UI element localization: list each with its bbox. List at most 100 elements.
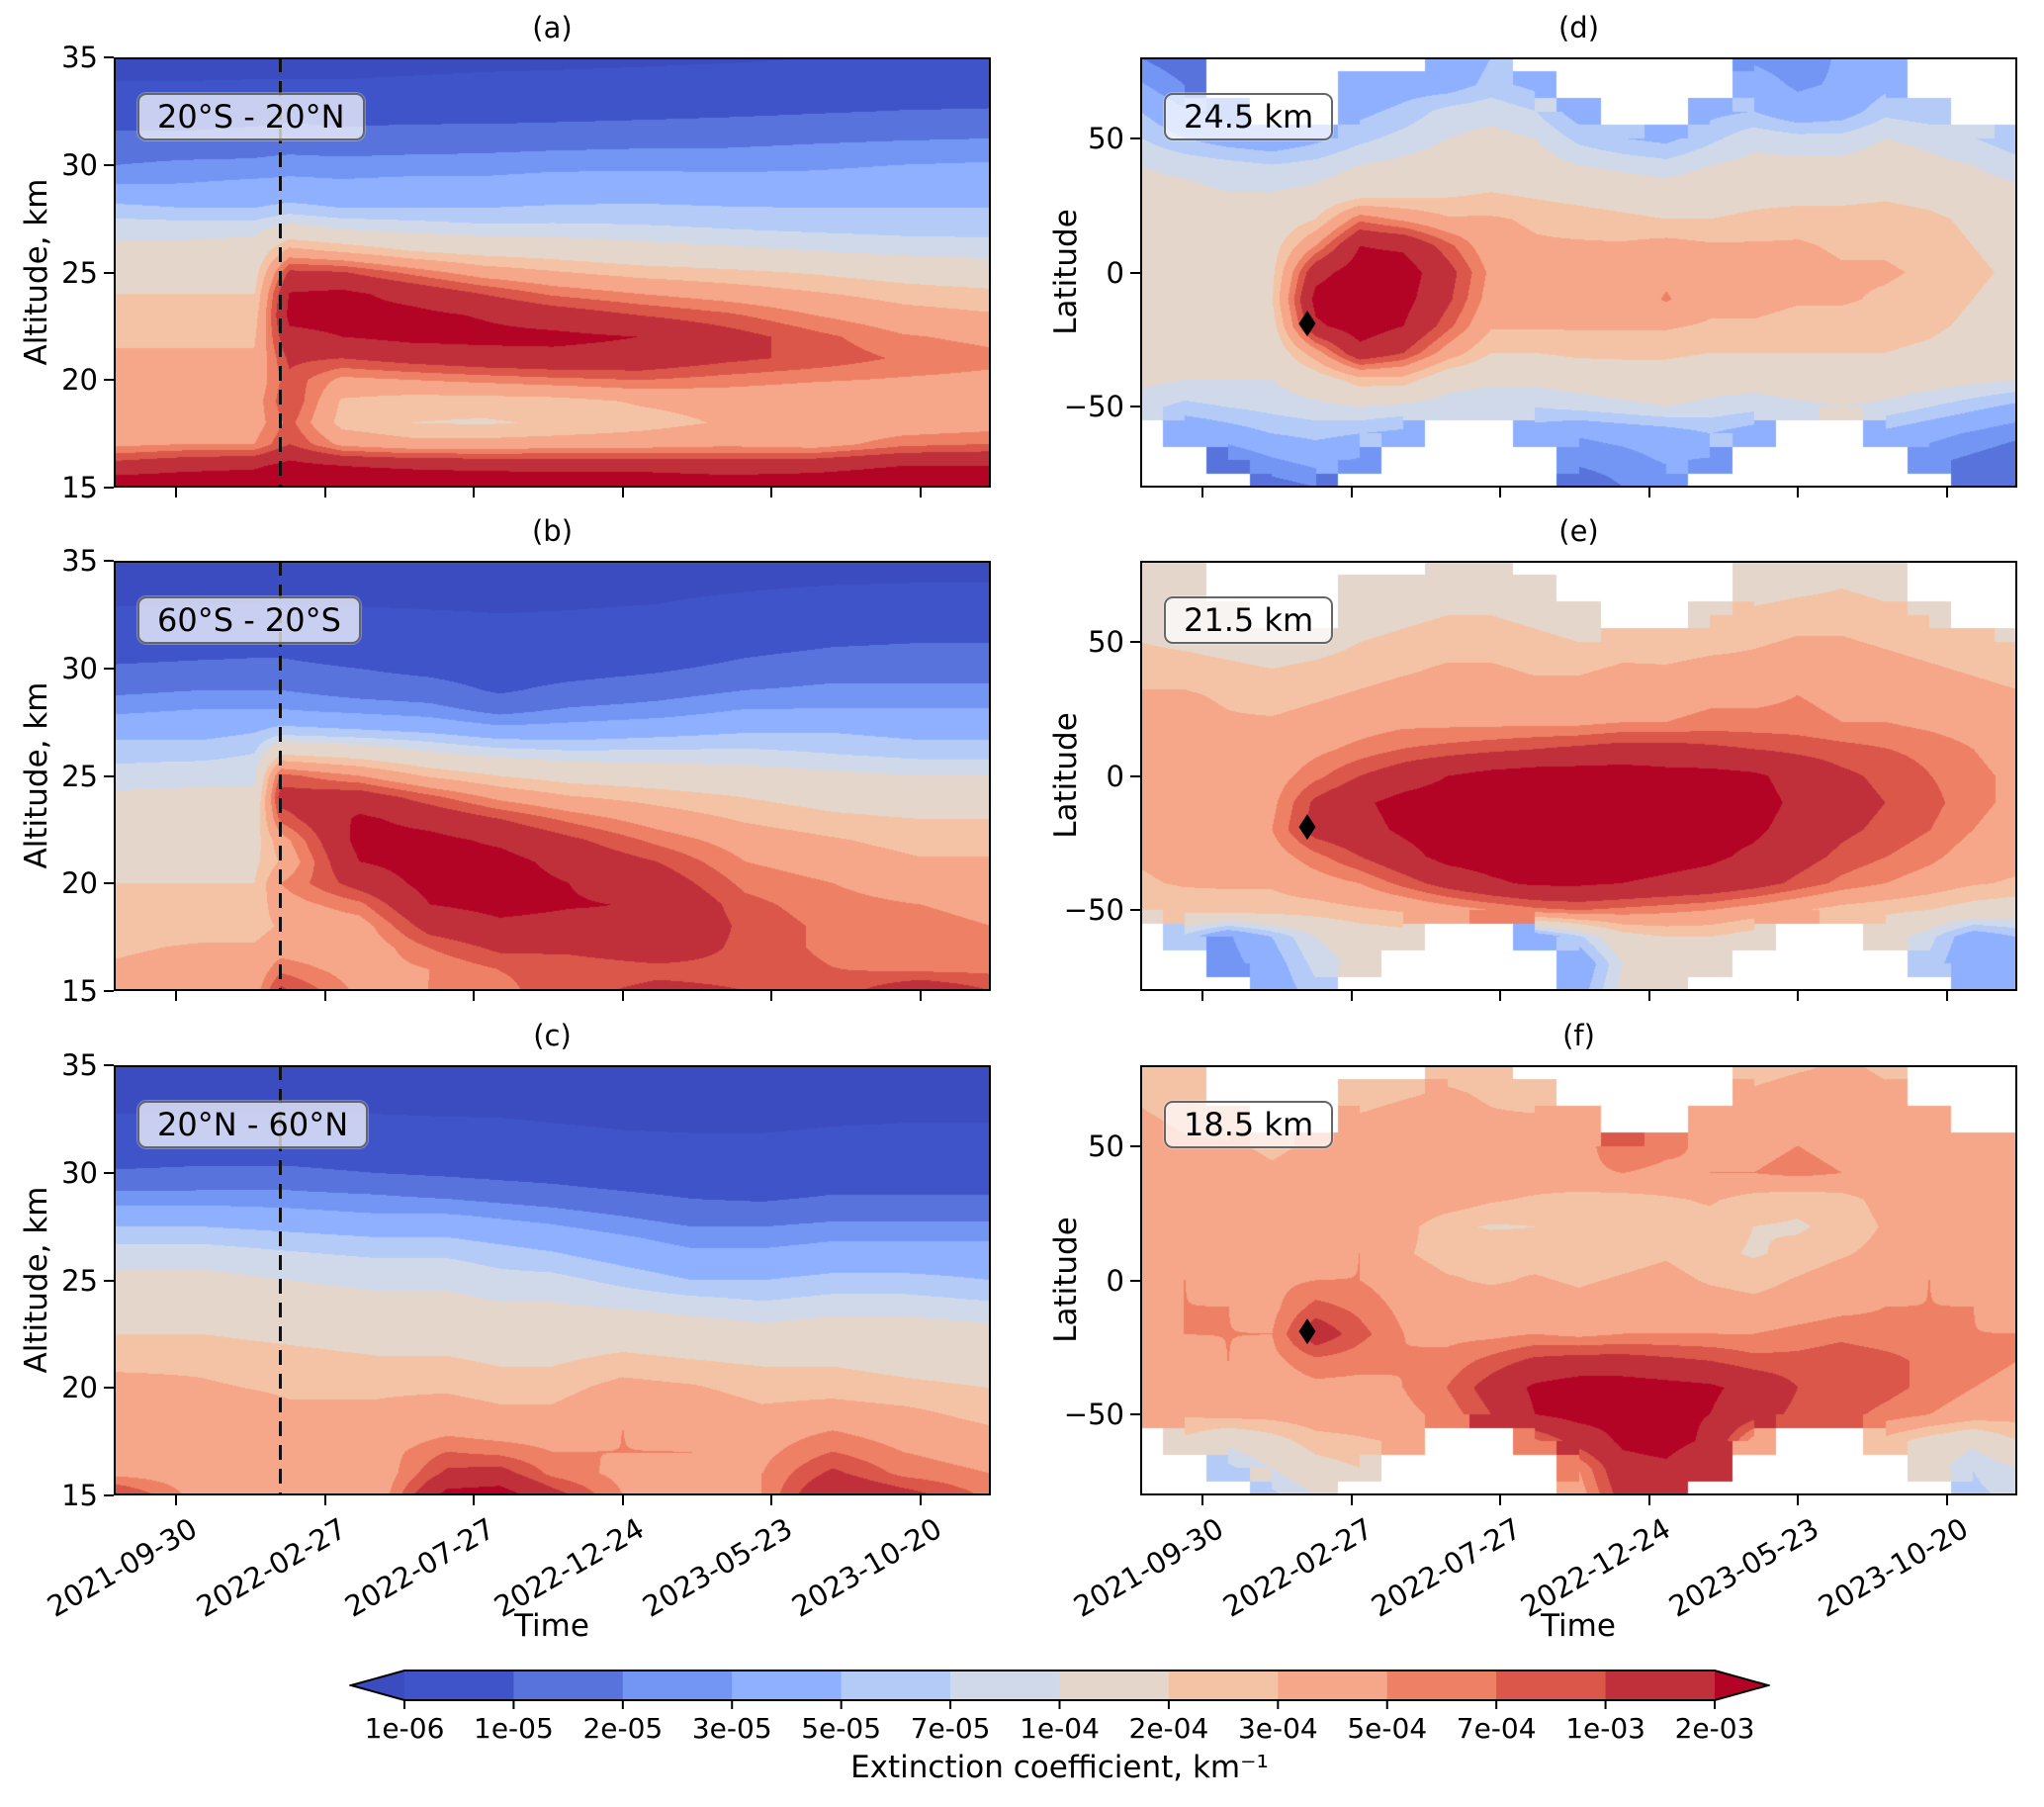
x-tick-label: 2022-02-27	[1216, 1511, 1378, 1624]
x-tick	[1350, 991, 1353, 1001]
x-tick	[1499, 1495, 1502, 1505]
panel-f: (f) 18.5 km 2021-09-30 2022-02-27 2022-07-…	[1064, 1019, 2017, 1624]
y-tick	[104, 56, 114, 58]
x-tick	[1945, 991, 1948, 1001]
y-tick	[104, 487, 114, 489]
y-tick	[104, 1279, 114, 1282]
x-tick	[1945, 1495, 1948, 1505]
x-tick	[919, 1495, 922, 1505]
y-tick	[1130, 136, 1140, 139]
colorbar-tick-label: 1e-05	[474, 1712, 554, 1745]
x-axis-title-time-left: Time	[514, 1608, 589, 1644]
colorbar-tick-label: 2e-05	[582, 1712, 663, 1745]
y-tick	[104, 560, 114, 562]
eruption-dashed-line	[279, 57, 283, 488]
colorbar-tick-label: 1e-04	[1020, 1712, 1100, 1745]
panel-e: (e) 21.5 km 50 0 −50	[1064, 514, 2017, 1001]
panel-title-a: (a)	[532, 11, 573, 45]
y-tick-label: 25	[61, 759, 98, 793]
x-tick	[473, 991, 476, 1001]
y-tick-label: 35	[61, 41, 98, 74]
y-tick	[1130, 909, 1140, 912]
x-tick-label: 2023-10-20	[1812, 1511, 1974, 1624]
y-tick-label: 50	[1088, 121, 1124, 155]
panel-title-c: (c)	[533, 1019, 572, 1052]
x-tick-label: 2023-05-23	[1663, 1511, 1825, 1624]
colorbar-segment	[1278, 1671, 1388, 1700]
x-tick	[473, 1495, 476, 1505]
colorbar-tick-label: 3e-05	[692, 1712, 772, 1745]
colorbar-segment	[1059, 1671, 1170, 1700]
panel-title-d: (d)	[1557, 11, 1600, 45]
x-tick	[919, 488, 922, 497]
y-tick-label: 25	[61, 255, 98, 290]
y-tick	[104, 990, 114, 992]
x-tick	[770, 488, 773, 497]
colorbar-tick-label: 2e-03	[1675, 1712, 1755, 1745]
x-tick-label: 2022-07-27	[339, 1511, 501, 1624]
x-tick	[770, 991, 773, 1001]
y-axis-title-latitude-d: Latitude	[1048, 209, 1084, 335]
x-tick-label: 2022-07-27	[1366, 1511, 1528, 1624]
colorbar-segment	[841, 1671, 951, 1700]
x-tick	[323, 488, 326, 497]
x-tick-label: 2023-05-23	[637, 1511, 799, 1624]
panel-b: (b) 60°S - 20°S 35 30 25 20 15	[61, 514, 991, 1008]
x-tick	[174, 488, 177, 497]
y-tick	[1130, 1279, 1140, 1282]
y-tick-label: 0	[1106, 255, 1124, 290]
colorbar-tick-label: 7e-05	[911, 1712, 991, 1745]
y-tick-label: 20	[61, 1371, 98, 1405]
y-axis-title-altitude-c: Altitude, km	[19, 1186, 54, 1374]
colorbar-tick-label: 3e-04	[1238, 1712, 1318, 1745]
y-tick	[104, 1387, 114, 1390]
y-tick-label: 25	[61, 1263, 98, 1298]
x-tick	[1647, 488, 1650, 497]
x-tick	[770, 1495, 773, 1505]
colorbar-tick-label: 2e-04	[1129, 1712, 1209, 1745]
colorbar: 1e-06 1e-05 2e-05 3e-05 5e-05 7e-05 1e-04 2e-04…	[347, 1669, 1772, 1807]
y-axis-title-altitude-a: Altitude, km	[19, 178, 54, 366]
colorbar-over-arrow	[1715, 1671, 1768, 1700]
colorbar-tick-label: 5e-05	[801, 1712, 881, 1745]
y-tick	[104, 667, 114, 670]
panel-title-e: (e)	[1558, 514, 1599, 548]
y-tick-label: 15	[61, 1479, 98, 1512]
x-tick	[1797, 488, 1800, 497]
x-tick	[621, 991, 624, 1001]
y-tick-label: −50	[1063, 390, 1124, 424]
y-tick	[104, 774, 114, 777]
y-tick-label: 20	[61, 363, 98, 398]
colorbar-segment	[950, 1671, 1061, 1700]
y-tick-label: 50	[1088, 624, 1124, 659]
y-tick	[104, 1171, 114, 1174]
colorbar-segment	[1496, 1671, 1607, 1700]
altitude-level-label-f: 18.5 km	[1164, 1101, 1334, 1148]
x-tick-label: 2022-12-24	[1514, 1511, 1676, 1624]
x-tick	[323, 1495, 326, 1505]
x-tick	[1647, 1495, 1650, 1505]
y-tick	[104, 163, 114, 166]
eruption-location-marker	[1298, 814, 1316, 841]
x-tick	[1647, 991, 1650, 1001]
latitude-band-label-a: 20°S - 20°N	[137, 93, 365, 140]
y-tick-label: 15	[61, 471, 98, 504]
y-tick-label: −50	[1063, 893, 1124, 928]
x-tick-label: 2022-02-27	[190, 1511, 352, 1624]
y-axis-title-latitude-f: Latitude	[1048, 1217, 1084, 1343]
colorbar-under-arrow	[351, 1671, 404, 1700]
colorbar-label: Extinction coefficient, km⁻¹	[850, 1750, 1269, 1785]
y-tick-label: 15	[61, 974, 98, 1008]
eruption-location-marker	[1298, 1318, 1316, 1345]
x-tick	[621, 488, 624, 497]
x-tick	[1350, 1495, 1353, 1505]
colorbar-segment	[1168, 1671, 1280, 1700]
colorbar-segment	[513, 1671, 624, 1700]
y-tick	[104, 882, 114, 885]
x-tick	[1200, 488, 1203, 497]
y-tick-label: 35	[61, 544, 98, 578]
x-axis-title-time-right: Time	[1541, 1608, 1616, 1644]
x-tick	[473, 488, 476, 497]
panel-title-f: (f)	[1562, 1019, 1595, 1052]
x-tick	[1350, 488, 1353, 497]
